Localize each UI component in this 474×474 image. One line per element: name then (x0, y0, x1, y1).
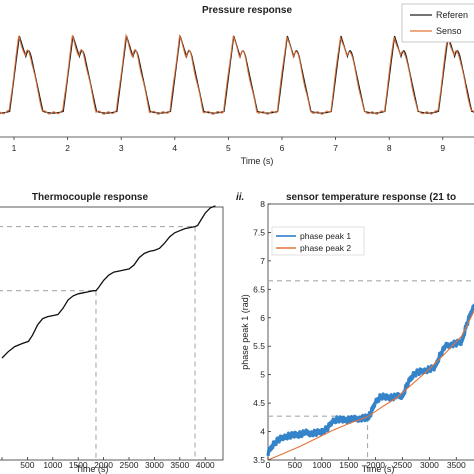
thermocouple-reference-lines (0, 226, 196, 460)
legend-sensor-label: Senso (436, 26, 462, 36)
sensor-temperature-title: sensor temperature response (21 to (286, 192, 456, 203)
pressure-x-tick-label: 1 (12, 143, 17, 153)
pressure-x-tick-label: 7 (333, 143, 338, 153)
sensor-y-tick-label: 8 (260, 199, 265, 209)
sensor-y-tick-label: 7.5 (253, 227, 265, 237)
sensor-legend-box (271, 226, 365, 256)
pressure-x-tick-label: 4 (172, 143, 177, 153)
thermocouple-x-tick-label: 4000 (196, 460, 215, 470)
sensor-ylabel: phase peak 1 (rad) (240, 294, 250, 370)
thermocouple-x-tick-label: 2000 (94, 460, 113, 470)
legend-phase1-label: phase peak 1 (300, 231, 351, 241)
legend-reference-label: Referen (436, 10, 468, 20)
sensor-y-tick-label: 5 (260, 370, 265, 380)
sensor-x-tick-label: 2000 (366, 460, 385, 470)
thermocouple-x-tick-label: 3000 (145, 460, 164, 470)
pressure-title: Pressure response (202, 5, 292, 16)
sensor-x-tick-label: 500 (288, 460, 302, 470)
thermocouple-title: Thermocouple response (32, 192, 149, 203)
pressure-traces (0, 33, 474, 115)
sensor-temperature-panel: ii. sensor temperature response (21 to 0… (236, 192, 474, 474)
pressure-legend: Referen Senso (401, 3, 474, 43)
sensor-x-tick-label: 3500 (447, 460, 466, 470)
sensor-xlabel: Time (s) (362, 464, 395, 474)
pressure-legend-box (401, 3, 474, 43)
sensor-y-tick-label: 7 (260, 256, 265, 266)
sensor-x-ticks: 0 500 1000 1500 2000 2500 3000 3500 (266, 457, 466, 470)
sensor-traces (266, 303, 474, 461)
sensor-y-tick-label: 6.5 (253, 284, 265, 294)
sensor-series-phase-peak-2 (267, 309, 474, 461)
sensor-x-tick-label: 0 (266, 460, 271, 470)
pressure-x-tick-label: 2 (65, 143, 70, 153)
sensor-y-tick-label: 6 (260, 313, 265, 323)
sensor-y-tick-label: 5.5 (253, 341, 265, 351)
sensor-y-tick-label: 4.5 (253, 398, 265, 408)
sensor-x-tick-label: 2500 (393, 460, 412, 470)
sensor-y-tick-label: 4 (260, 427, 265, 437)
thermocouple-x-ticks: 500 1000 1500 2000 2500 3000 3500 4000 (1, 457, 215, 470)
sensor-series-phase-peak-1 (266, 303, 474, 457)
sensor-legend: phase peak 1 phase peak 2 (271, 226, 365, 256)
pressure-panel: Pressure response 1 2 3 4 5 6 7 8 9 Time (s) Ref… (0, 3, 474, 166)
thermocouple-x-tick-label: 1000 (43, 460, 62, 470)
pressure-x-tick-label: 5 (226, 143, 231, 153)
panel-label-ii: ii. (236, 192, 244, 203)
thermocouple-panel: Thermocouple response 500 1000 1500 2000 250… (0, 192, 224, 474)
pressure-x-tick-label: 6 (280, 143, 285, 153)
sensor-x-tick-label: 1500 (339, 460, 358, 470)
sensor-x-tick-label: 1000 (312, 460, 331, 470)
pressure-x-tick-label: 3 (119, 143, 124, 153)
pressure-series-sensor (0, 33, 474, 115)
thermocouple-xlabel: Time (s) (76, 464, 109, 474)
pressure-x-tick-label: 8 (387, 143, 392, 153)
sensor-plot-area (267, 203, 474, 461)
thermocouple-x-tick-label: 2500 (120, 460, 139, 470)
legend-phase2-label: phase peak 2 (300, 243, 351, 253)
pressure-xlabel: Time (s) (241, 156, 274, 166)
thermocouple-plot-area (0, 206, 224, 461)
thermocouple-x-tick-label: 500 (20, 460, 34, 470)
sensor-y-tick-label: 3.5 (253, 455, 265, 465)
sensor-x-tick-label: 3000 (420, 460, 439, 470)
thermocouple-x-tick-label: 1500 (69, 460, 88, 470)
thermocouple-line (1, 205, 216, 359)
thermocouple-trace (1, 205, 216, 359)
thermocouple-x-tick-label: 3500 (170, 460, 189, 470)
sensor-y-ticks: 3.5 4 4.5 5 5.5 6 6.5 7 7.5 8 (253, 199, 271, 465)
pressure-x-ticks: 1 2 3 4 5 6 7 8 9 (12, 137, 445, 153)
pressure-x-tick-label: 9 (440, 143, 445, 153)
